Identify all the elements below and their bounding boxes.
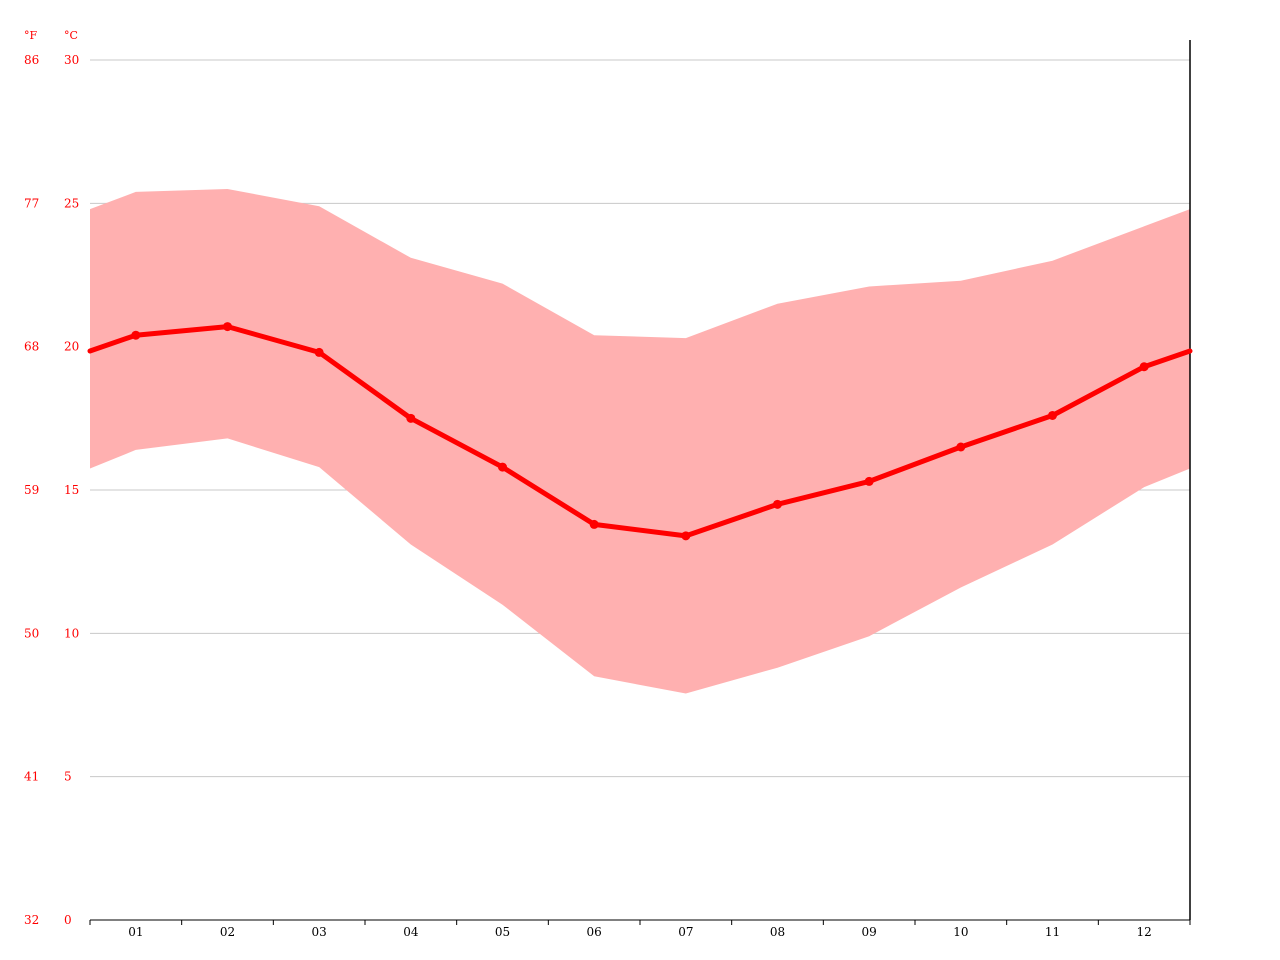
x-tick-label-02: 02 (220, 925, 235, 939)
data-point-08 (773, 499, 782, 509)
y-tick-celsius-25: 25 (64, 196, 79, 210)
y-tick-fahrenheit-86: 86 (24, 53, 39, 67)
axes (89, 40, 1191, 925)
data-point-11 (1048, 410, 1057, 420)
x-tick-label-05: 05 (495, 925, 510, 939)
x-tick-label-04: 04 (403, 925, 419, 939)
data-point-07 (681, 531, 691, 541)
data-point-06 (589, 519, 599, 529)
data-point-02 (223, 322, 232, 332)
data-point-04 (406, 413, 416, 423)
y-tick-celsius-15: 15 (64, 483, 79, 497)
celsius-unit-label: °C (64, 29, 78, 42)
x-tick-label-10: 10 (953, 925, 968, 939)
y-tick-fahrenheit-41: 41 (24, 770, 39, 784)
y-tick-celsius-10: 10 (64, 626, 79, 640)
y-tick-fahrenheit-32: 32 (24, 913, 39, 927)
data-point-03 (314, 347, 324, 357)
y-tick-celsius-30: 30 (64, 53, 79, 67)
x-tick-label-09: 09 (862, 925, 877, 939)
range-band (90, 189, 1190, 694)
temperature-range-band (90, 189, 1190, 694)
y-tick-fahrenheit-68: 68 (24, 340, 39, 354)
x-tick-label-12: 12 (1137, 925, 1152, 939)
series-layer (87, 322, 1193, 541)
x-tick-label-06: 06 (587, 925, 602, 939)
mean-temperature-line (87, 324, 1193, 539)
tick-labels: °F °C 0 32 5 41 10 50 15 59 20 68 25 77 30 86 01 02 03 04… (24, 29, 1152, 939)
y-tick-fahrenheit-50: 50 (24, 626, 39, 640)
y-tick-fahrenheit-77: 77 (24, 196, 39, 210)
x-tick-label-07: 07 (678, 925, 693, 939)
data-point-12 (1139, 362, 1149, 372)
y-tick-celsius-20: 20 (64, 340, 79, 354)
x-tick-label-08: 08 (770, 925, 785, 939)
x-tick-label-01: 01 (128, 925, 143, 939)
data-point-09 (864, 476, 874, 486)
x-tick-label-11: 11 (1045, 925, 1060, 939)
fahrenheit-unit-label: °F (24, 29, 38, 42)
data-point-01 (131, 330, 141, 340)
y-tick-celsius-0: 0 (64, 913, 72, 927)
data-point-05 (498, 462, 507, 472)
y-tick-celsius-5: 5 (64, 770, 72, 784)
x-tick-label-03: 03 (312, 925, 327, 939)
data-point-10 (956, 442, 966, 452)
y-tick-fahrenheit-59: 59 (24, 483, 39, 497)
